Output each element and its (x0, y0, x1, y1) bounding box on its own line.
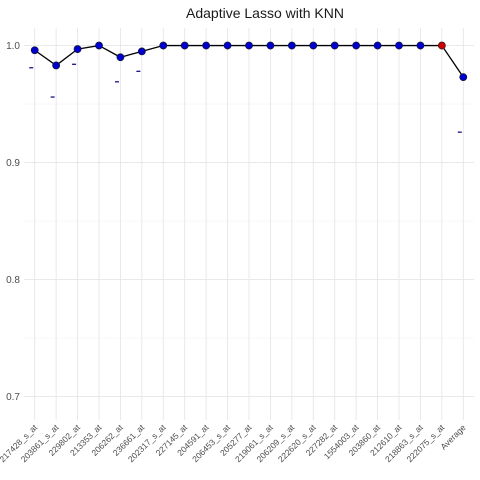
data-point (202, 41, 211, 50)
data-point (245, 41, 253, 50)
data-point (437, 41, 446, 50)
data-point (137, 47, 146, 56)
chart-title: Adaptive Lasso with KNN (186, 5, 344, 21)
data-point (30, 46, 39, 55)
x-axis-tick-labels: 217428_s_at203861_s_at229802_at213353_at… (0, 422, 468, 464)
y-tick-label: 0.7 (6, 392, 20, 403)
data-point (52, 61, 61, 70)
data-point (73, 45, 82, 53)
y-axis-tick-labels: 0.7 0.8 0.9 1.0 (6, 41, 20, 403)
data-point (395, 41, 403, 50)
data-point (266, 41, 275, 50)
data-point (309, 41, 318, 50)
data-point (459, 73, 468, 82)
data-point (330, 41, 339, 50)
lower-bound-markers (29, 63, 462, 133)
data-point (116, 53, 125, 62)
grid (24, 28, 474, 420)
data-point (416, 41, 425, 50)
y-tick-label: 1.0 (6, 41, 20, 52)
data-points (30, 41, 468, 82)
data-point (180, 41, 189, 50)
data-point (373, 41, 382, 50)
data-point (287, 41, 296, 50)
data-point (352, 41, 361, 50)
data-point (223, 41, 232, 50)
y-tick-label: 0.8 (6, 275, 20, 286)
data-point (159, 41, 168, 50)
data-point (95, 41, 103, 50)
y-tick-label: 0.9 (6, 158, 20, 169)
